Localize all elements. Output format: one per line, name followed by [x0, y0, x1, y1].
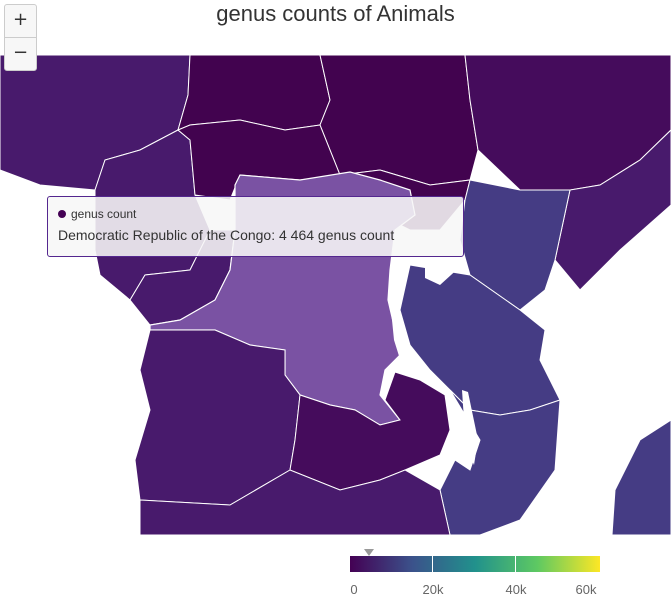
- zoom-out-button[interactable]: −: [5, 37, 36, 70]
- legend-label-40k: 40k: [505, 582, 527, 597]
- color-legend[interactable]: 0 20k 40k 60k: [340, 545, 610, 605]
- map-canvas[interactable]: [0, 0, 671, 540]
- tooltip-series-label: genus count: [71, 207, 137, 221]
- lake-malawi: [462, 390, 478, 465]
- legend-label-0: 0: [350, 582, 358, 597]
- legend-label-20k: 20k: [422, 582, 444, 597]
- zoom-control: + −: [4, 4, 37, 71]
- zoom-in-button[interactable]: +: [12, 9, 29, 30]
- region-south[interactable]: [139, 469, 451, 536]
- tooltip-series: genus count: [58, 206, 453, 222]
- legend-tick: [515, 556, 516, 572]
- legend-tick: [432, 556, 433, 572]
- region-sudan[interactable]: [319, 54, 479, 186]
- legend-gradient-bar[interactable]: [350, 556, 600, 572]
- region-mozambique[interactable]: [439, 389, 561, 536]
- legend-marker-icon: [363, 549, 374, 556]
- lake-victoria: [425, 250, 462, 285]
- map-title: genus counts of Animals: [216, 1, 455, 26]
- region-chad[interactable]: [177, 54, 331, 131]
- choropleth-map[interactable]: [0, 0, 671, 540]
- map-tooltip: genus count Democratic Republic of the C…: [47, 196, 464, 257]
- region-madagascar[interactable]: [611, 419, 671, 536]
- tooltip-value: Democratic Republic of the Congo: 4 464 …: [58, 227, 395, 243]
- lake-tanganyika: [390, 300, 412, 372]
- legend-label-60k: 60k: [575, 582, 597, 597]
- series-dot-icon: [58, 210, 66, 218]
